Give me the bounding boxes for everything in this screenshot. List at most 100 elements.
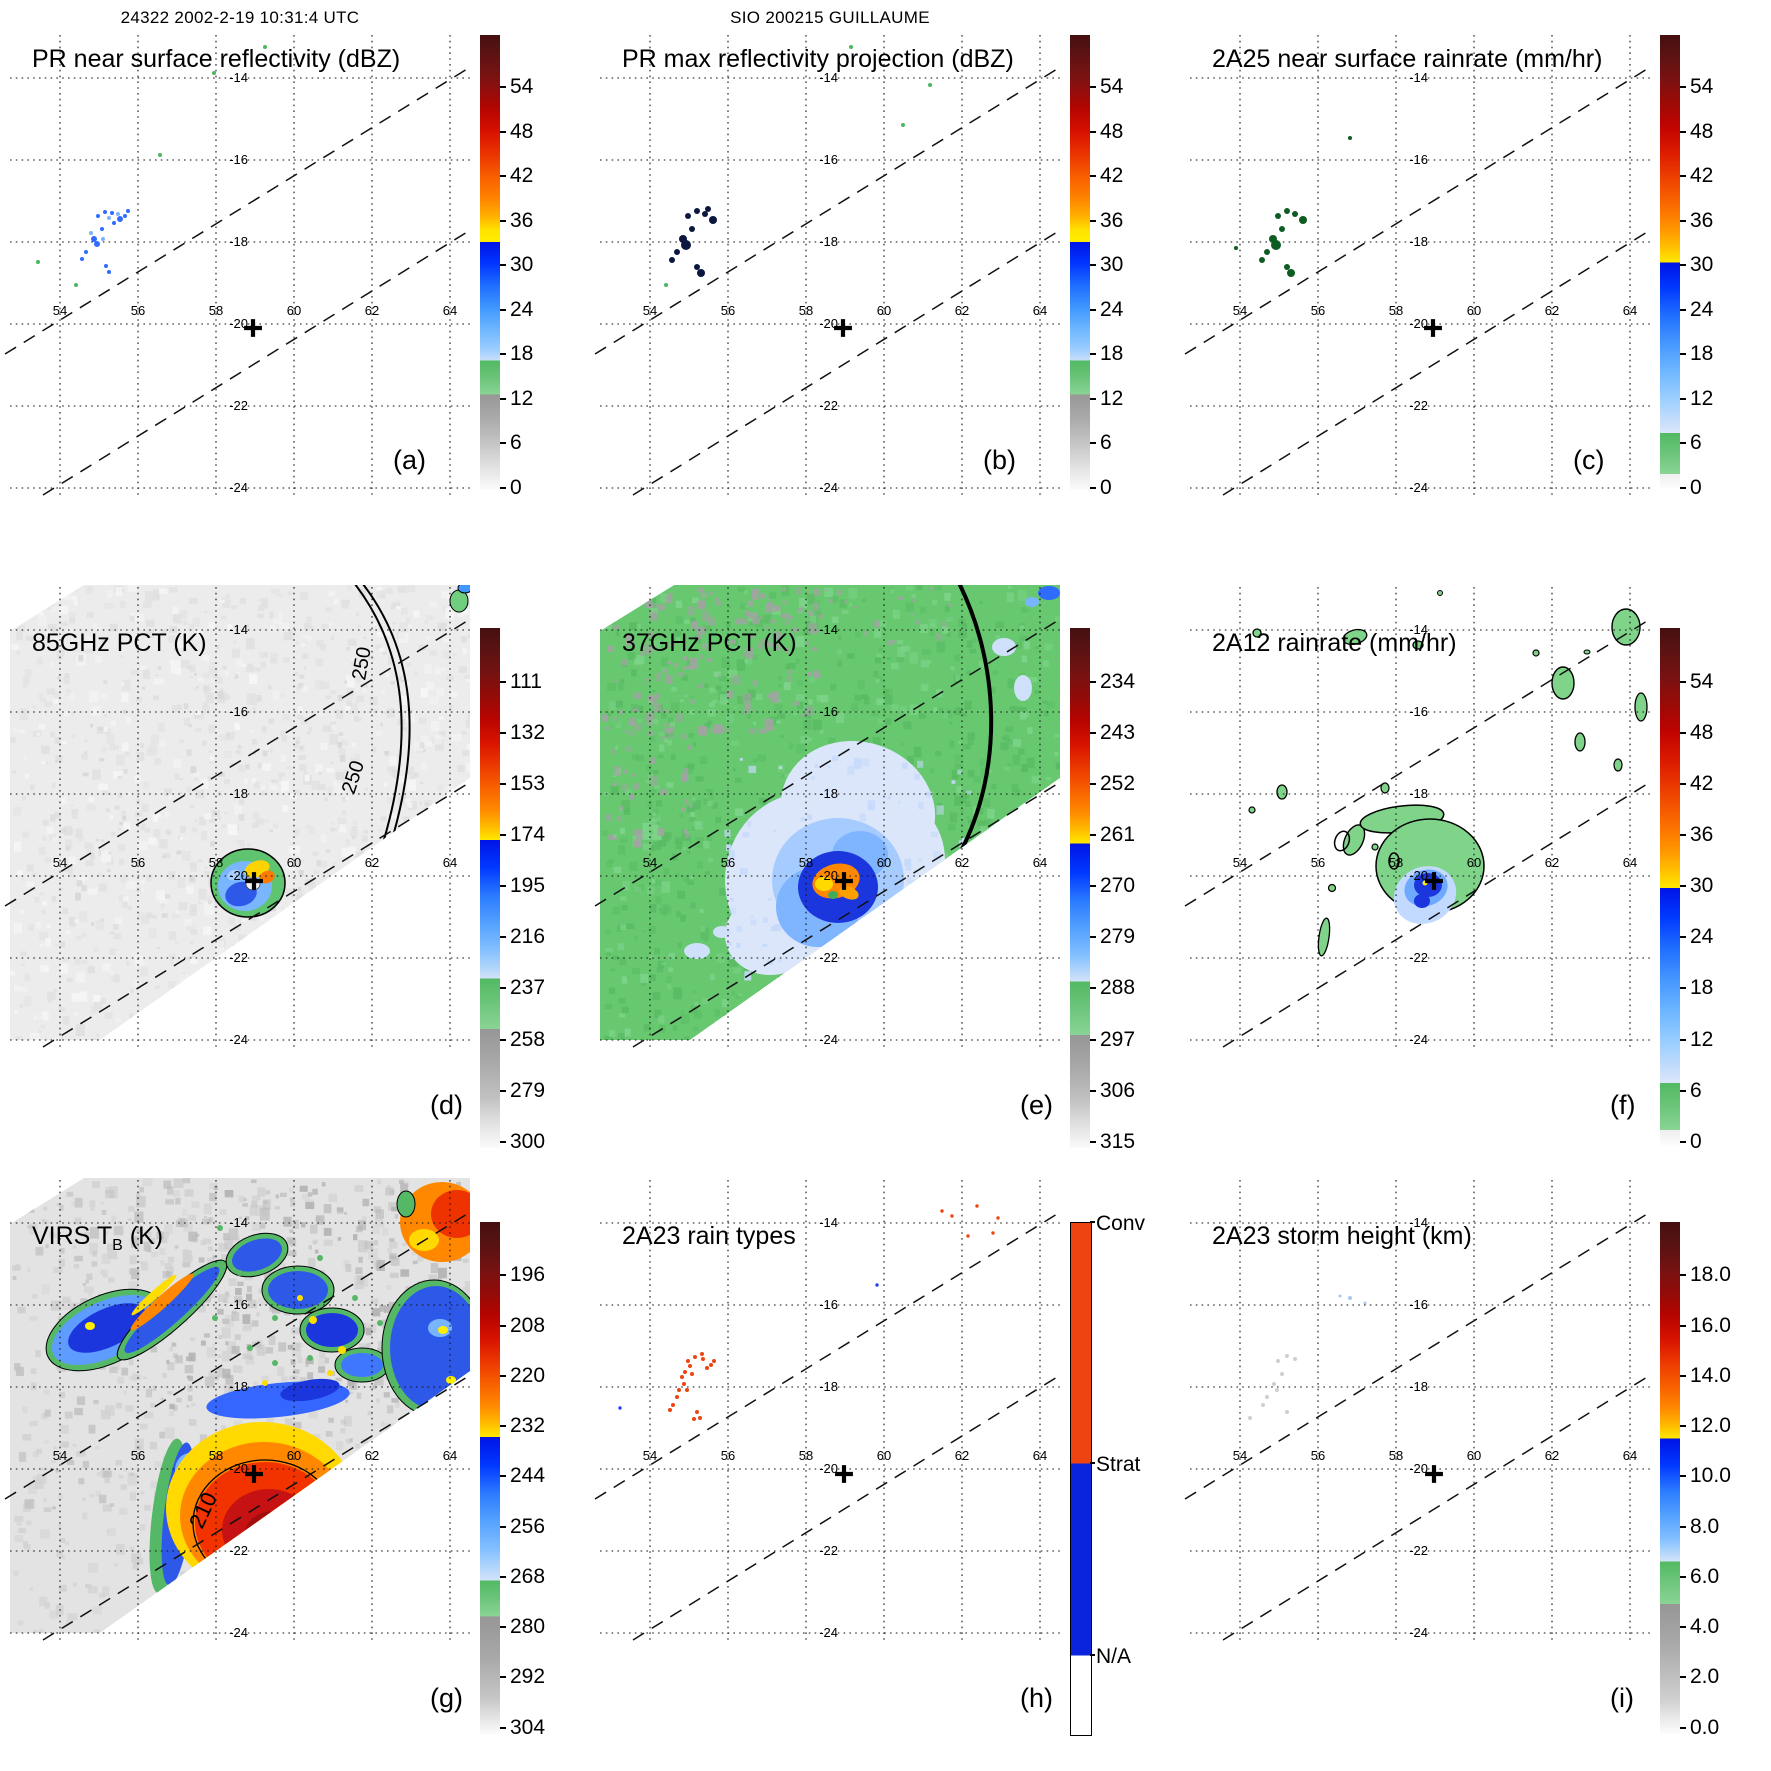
colorbar-tick <box>1680 681 1686 684</box>
lon-tick-label: 58 <box>1389 303 1403 318</box>
colorbar-tick-label: 36 <box>1690 208 1714 232</box>
lon-tick-label: 58 <box>209 855 223 870</box>
colorbar-tick <box>1680 308 1686 311</box>
colorbar-tick <box>1680 1575 1686 1578</box>
colorbar-tick <box>1090 834 1096 837</box>
lon-tick-label: 56 <box>721 1448 735 1463</box>
colorbar-category-label: N/A <box>1096 1644 1132 1668</box>
map-blob <box>1551 666 1575 700</box>
colorbar-tick <box>1680 1038 1686 1041</box>
map-blob <box>1038 586 1060 600</box>
colorbar-tick-label: 12 <box>1100 386 1124 410</box>
lon-tick-label: 54 <box>53 1448 67 1463</box>
lat-tick-label: -22 <box>819 1543 838 1558</box>
lat-tick-label: -18 <box>229 786 248 801</box>
colorbar-tick-label: 12 <box>1690 386 1714 410</box>
panel-h-map: -14 -16 -18 -20 -22 -24 54 56 58 60 62 64 <box>594 1178 1063 1648</box>
panel-a-map: -14 -16 -18 -20 -22 -24 54 56 58 60 62 64 <box>4 33 473 503</box>
panel-g-map: 210 -14 -16 -18 -20 -22 -24 54 56 58 60 62 64 <box>4 1178 473 1648</box>
colorbar-tick <box>1090 1461 1095 1464</box>
colorbar-tick <box>1090 1038 1096 1041</box>
data-dots <box>668 1352 716 1421</box>
map-foreground <box>835 872 853 890</box>
panel-letter: (a) <box>393 445 426 475</box>
colorbar-tick-label: 252 <box>1100 772 1136 796</box>
lon-tick-label: 58 <box>209 1448 223 1463</box>
colorbar-tick-label: 243 <box>1100 721 1136 745</box>
panel-letter: (f) <box>1610 1090 1636 1120</box>
colorbar-tick <box>1680 1475 1686 1478</box>
colorbar-tick-label: 279 <box>1100 925 1136 949</box>
map-blob <box>713 926 731 938</box>
colorbar-tick <box>500 308 506 311</box>
colorbar-tick <box>500 1676 506 1679</box>
lat-tick-label: -14 <box>1409 1215 1428 1230</box>
colorbar-tick <box>500 834 506 837</box>
map-blob <box>227 869 241 881</box>
panel-title: 2A25 near surface rainrate (mm/hr) <box>1212 45 1603 73</box>
data-dots <box>36 45 267 287</box>
panel-title: 2A23 storm height (km) <box>1212 1222 1472 1250</box>
colorbar <box>480 1222 500 1734</box>
map-blob <box>232 1238 282 1272</box>
colorbar-tick <box>1680 885 1686 888</box>
colorbar-tick <box>500 1425 506 1428</box>
lon-tick-label: 54 <box>643 855 657 870</box>
colorbar-tick-label: 18 <box>1100 342 1124 366</box>
map-foreground <box>618 1204 1000 1483</box>
colorbar-tick <box>1090 264 1096 267</box>
map-blob <box>438 1326 448 1334</box>
colorbar-tick-label: 6 <box>510 431 522 455</box>
map-blob <box>306 1313 358 1347</box>
lon-tick-label: 60 <box>1467 303 1481 318</box>
colorbar-tick <box>1090 308 1096 311</box>
map-plot: -14 -16 -18 -20 -22 -24 54 56 58 60 62 64 <box>594 1180 1063 1643</box>
colorbar-tick <box>500 1525 506 1528</box>
lat-tick-label: -18 <box>819 786 838 801</box>
colorbar <box>1660 35 1680 490</box>
lon-tick-label: 62 <box>955 855 969 870</box>
lat-tick-label: -14 <box>819 1215 838 1230</box>
lon-tick-label: 54 <box>643 303 657 318</box>
colorbar-tick-label: 54 <box>1690 75 1714 99</box>
lat-tick-label: -24 <box>1409 480 1428 495</box>
lat-tick-label: -18 <box>229 234 248 249</box>
colorbar-tick <box>1090 1221 1095 1223</box>
map-blob <box>1613 758 1623 772</box>
map-blob <box>68 1303 146 1353</box>
lat-tick-label: -22 <box>1409 1543 1428 1558</box>
map-blob <box>259 870 275 884</box>
lon-tick-label: 60 <box>287 1448 301 1463</box>
colorbar-tick-label: 36 <box>510 208 534 232</box>
colorbar-tick <box>1090 86 1096 89</box>
data-dots <box>262 1295 346 1386</box>
swath-edge-lines <box>1184 617 1653 1048</box>
colorbar-tick-label: 54 <box>1690 670 1714 694</box>
lon-tick-label: 60 <box>1467 1448 1481 1463</box>
swath-edge-lines <box>4 1210 473 1641</box>
contour-line <box>350 585 403 860</box>
panel-title: 2A12 rainrate (mm/hr) <box>1212 629 1457 657</box>
data-dots <box>940 1204 1000 1238</box>
lat-tick-label: -14 <box>819 70 838 85</box>
colorbar-tick <box>1090 175 1096 178</box>
map-blob <box>130 1273 194 1331</box>
colorbar-tick <box>500 442 506 445</box>
colorbar-tick-label: 315 <box>1100 1129 1136 1153</box>
colorbar-tick <box>1680 397 1686 400</box>
colorbar-tick <box>1680 1140 1686 1143</box>
lat-tick-label: -22 <box>1409 950 1428 965</box>
grid-lines <box>600 35 1060 498</box>
lat-tick-label: -24 <box>1409 1032 1428 1047</box>
map-plot: -14 -16 -18 -20 -22 -24 54 56 58 60 62 64 <box>1184 1180 1653 1643</box>
colorbar-tick <box>500 1475 506 1478</box>
colorbar-tick-label: 0.0 <box>1690 1715 1720 1739</box>
lon-tick-label: 60 <box>287 855 301 870</box>
colorbar-tick-label: 36 <box>1100 208 1124 232</box>
swath-edge-lines <box>4 617 473 1048</box>
colorbar-tick <box>500 175 506 178</box>
lat-tick-label: -16 <box>229 152 248 167</box>
lat-tick-label: -24 <box>229 1032 248 1047</box>
lat-tick-label: -20 <box>819 868 838 883</box>
